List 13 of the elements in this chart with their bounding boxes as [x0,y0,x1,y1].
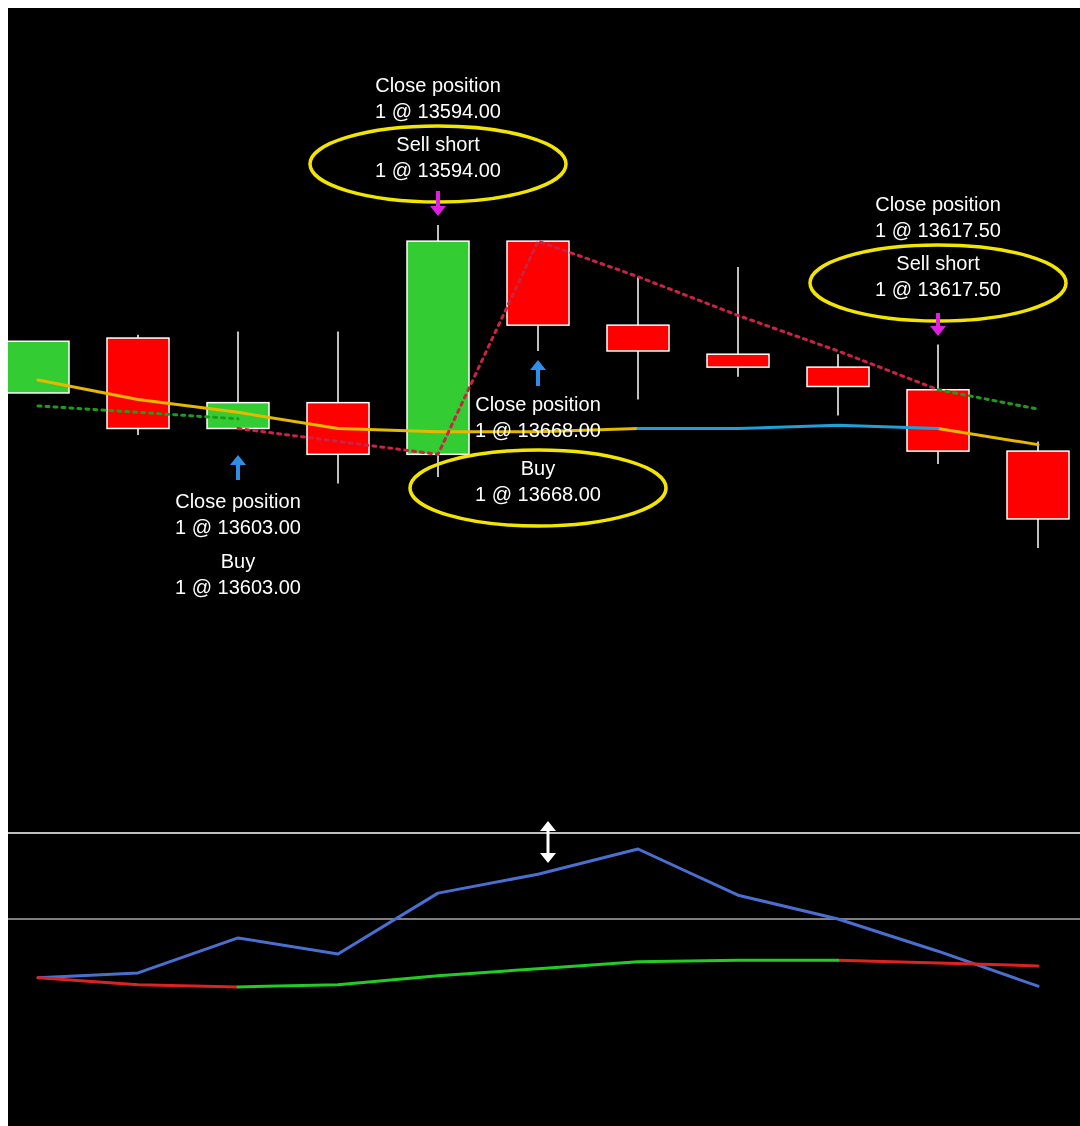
candlestick [606,275,670,401]
annotation: Buy 1 @ 13668.00 [475,457,601,505]
candlestick [406,224,470,478]
text: Sell short 1 @ 13594.00 [375,133,501,181]
candlestick [306,330,370,485]
annotation: Close position 1 @ 13617.50 [875,193,1001,241]
candlestick [806,353,870,417]
annotation: Sell short 1 @ 13617.50 [875,252,1001,300]
candlestick [906,343,970,465]
candlestick [706,266,770,378]
text: Buy 1 @ 13603.00 [175,550,301,598]
annotation: Close position 1 @ 13603.00 [175,490,301,538]
text: Close position 1 @ 13594.00 [375,74,501,122]
